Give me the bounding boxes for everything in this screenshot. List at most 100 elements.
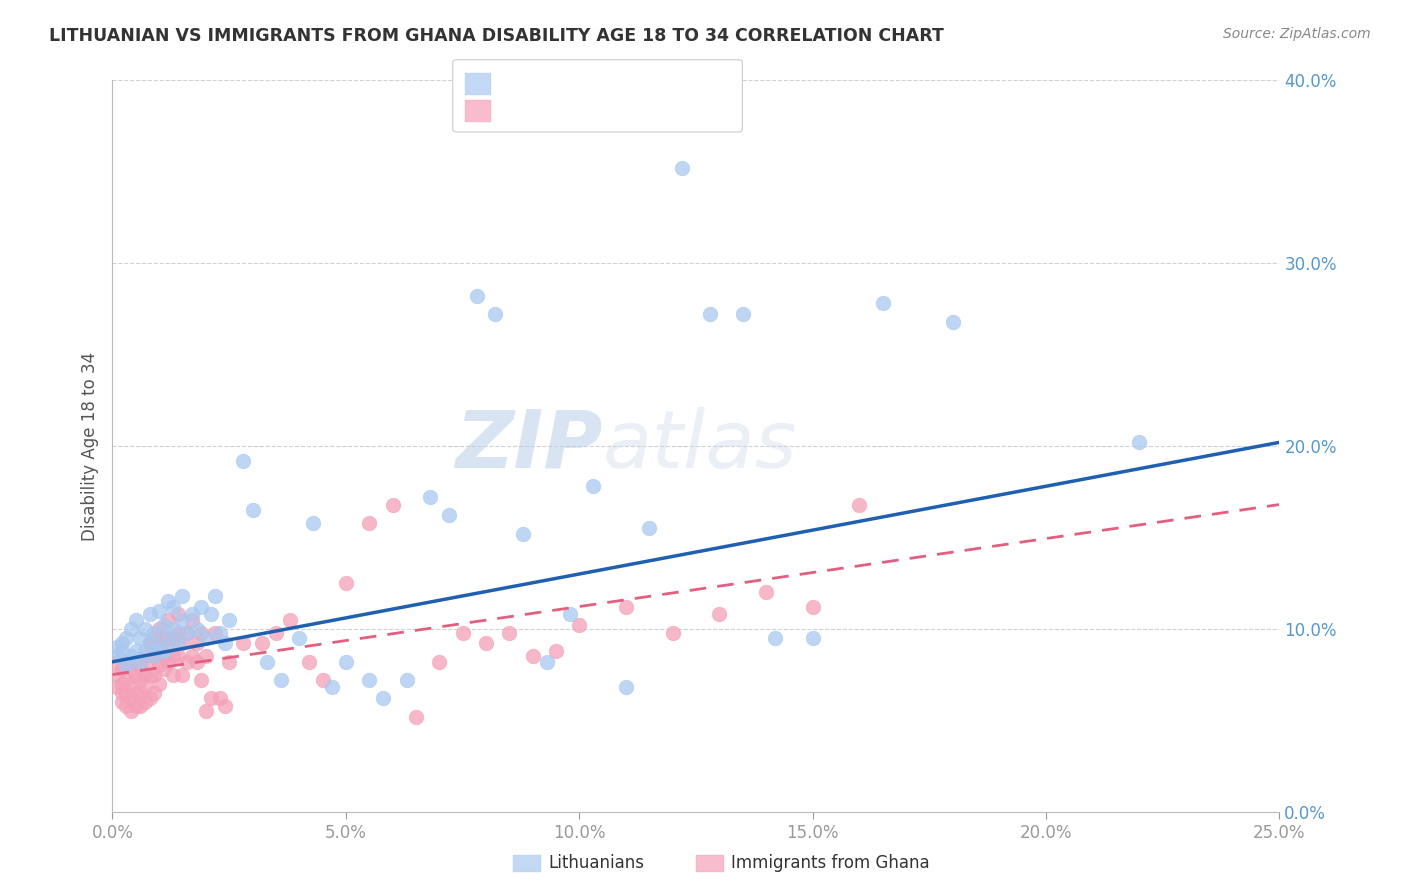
Point (125, 686, 148, 700)
Point (172, 636, 194, 650)
Point (302, 516, 325, 530)
Point (134, 681, 156, 695)
Point (166, 636, 188, 650)
Point (148, 622, 170, 636)
Text: Source: ZipAtlas.com: Source: ZipAtlas.com (1223, 27, 1371, 41)
Point (111, 662, 134, 676)
Point (120, 662, 142, 676)
Point (186, 655, 208, 669)
Point (232, 453, 254, 467)
Point (427, 655, 450, 669)
Point (194, 649, 217, 664)
Point (512, 526, 534, 541)
Point (115, 658, 138, 673)
Point (942, 315, 965, 329)
Point (166, 625, 188, 640)
Point (172, 613, 194, 627)
Point (763, 631, 786, 645)
Point (180, 649, 202, 664)
Point (162, 631, 184, 645)
Point (218, 655, 240, 669)
Point (176, 625, 198, 640)
Point (162, 622, 184, 636)
Point (544, 644, 567, 658)
Point (419, 490, 441, 504)
Text: atlas: atlas (603, 407, 797, 485)
Point (172, 667, 194, 681)
Point (250, 636, 273, 650)
Point (115, 698, 138, 713)
Point (208, 625, 231, 640)
Text: ZIP: ZIP (456, 407, 603, 485)
Point (335, 576, 357, 591)
Point (709, 607, 731, 622)
Point (129, 673, 152, 687)
Point (270, 673, 292, 687)
Point (120, 704, 142, 718)
Point (120, 622, 142, 636)
Point (186, 622, 208, 636)
Point (801, 631, 824, 645)
Point (129, 631, 152, 645)
Point (801, 599, 824, 614)
Point (105, 655, 128, 669)
Point (451, 625, 474, 640)
Point (373, 691, 395, 706)
Point (153, 631, 176, 645)
Point (148, 640, 170, 655)
Point (134, 644, 156, 658)
Point (125, 644, 148, 658)
Point (335, 655, 357, 669)
Text: 68: 68 (644, 75, 666, 94)
Point (143, 686, 166, 700)
Point (582, 479, 605, 493)
Point (143, 631, 166, 645)
Point (321, 681, 343, 695)
Point (190, 673, 212, 687)
Point (148, 676, 170, 690)
Point (105, 649, 128, 664)
Point (111, 636, 134, 650)
Point (242, 503, 264, 517)
Point (405, 709, 427, 723)
Point (139, 667, 162, 681)
Point (148, 658, 170, 673)
Text: LITHUANIAN VS IMMIGRANTS FROM GHANA DISABILITY AGE 18 TO 34 CORRELATION CHART: LITHUANIAN VS IMMIGRANTS FROM GHANA DISA… (49, 27, 943, 45)
Point (536, 655, 558, 669)
Point (297, 655, 319, 669)
Y-axis label: Disability Age 18 to 34: Disability Age 18 to 34 (80, 351, 98, 541)
Point (638, 521, 661, 535)
Point (120, 691, 142, 706)
Point (1128, 435, 1150, 450)
Point (475, 636, 498, 650)
Point (157, 594, 180, 608)
Text: Lithuanians: Lithuanians (548, 855, 644, 872)
Point (162, 649, 184, 664)
Point (204, 625, 226, 640)
Point (111, 644, 134, 658)
Point (111, 676, 134, 690)
Point (381, 498, 404, 512)
Point (731, 307, 754, 321)
Point (232, 636, 254, 650)
Point (522, 649, 544, 664)
Point (214, 636, 236, 650)
Point (148, 603, 170, 617)
Point (208, 691, 231, 706)
Point (194, 631, 217, 645)
Point (115, 658, 138, 673)
Point (176, 655, 198, 669)
Point (661, 625, 683, 640)
Point (157, 636, 180, 650)
Point (143, 625, 166, 640)
Point (148, 640, 170, 655)
Point (872, 296, 894, 310)
Point (395, 673, 418, 687)
Point (568, 618, 591, 632)
Point (157, 613, 180, 627)
Point (125, 698, 148, 713)
Point (134, 695, 156, 709)
Point (848, 498, 870, 512)
Text: N =: N = (607, 75, 638, 94)
Point (105, 681, 128, 695)
